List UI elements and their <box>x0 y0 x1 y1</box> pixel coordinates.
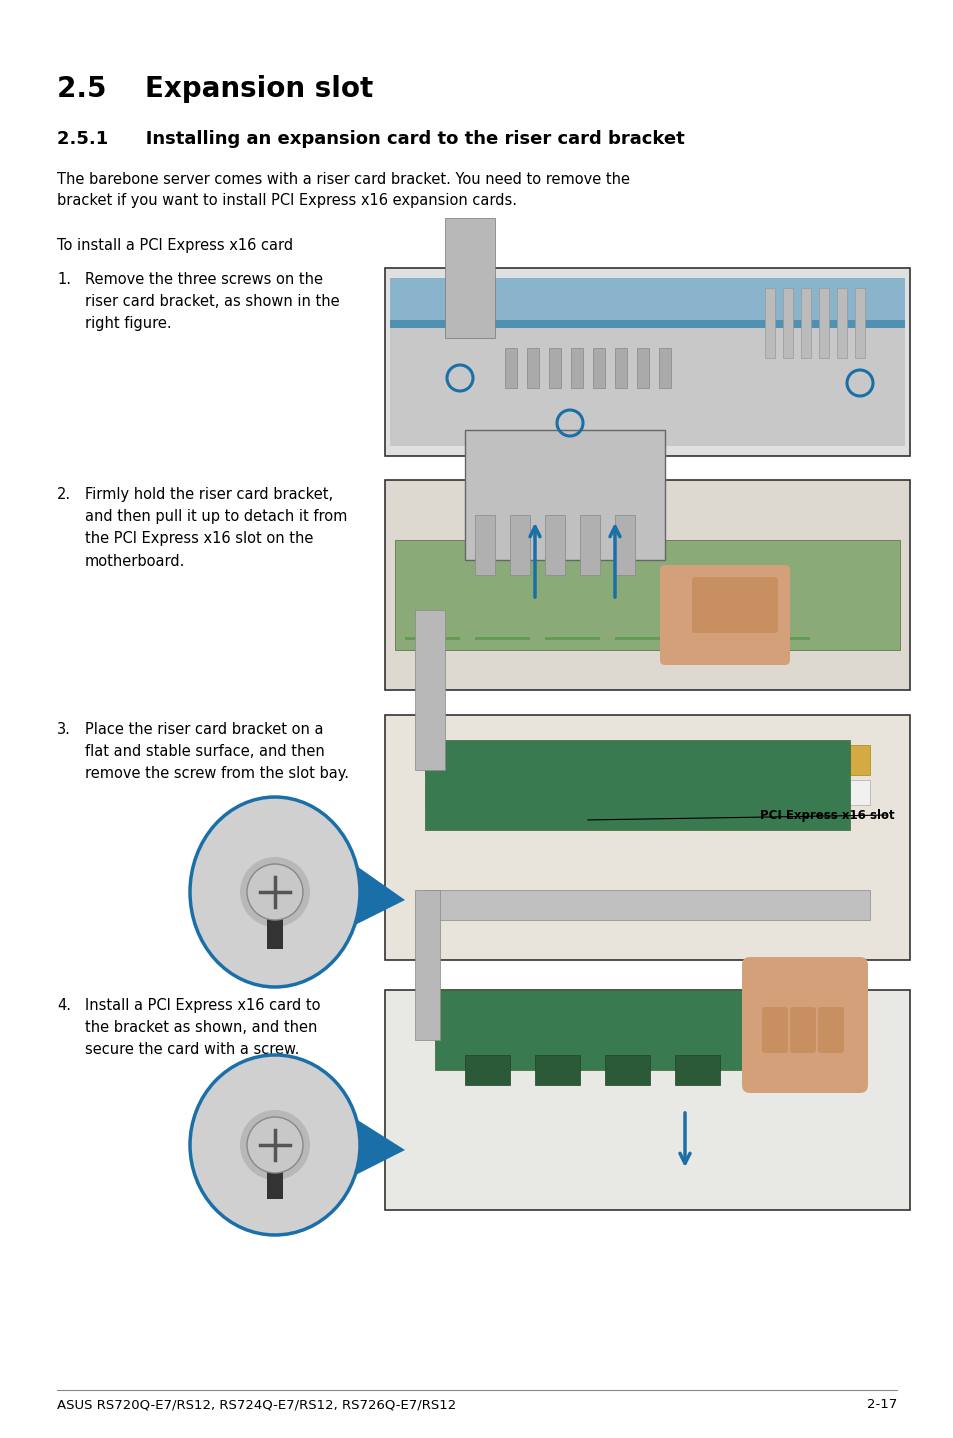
Text: Remove the three screws on the
riser card bracket, as shown in the
right figure.: Remove the three screws on the riser car… <box>85 272 339 331</box>
Bar <box>659 348 670 388</box>
Bar <box>385 989 909 1209</box>
Bar <box>415 610 444 769</box>
Bar <box>390 321 904 328</box>
Bar <box>464 1055 510 1086</box>
Bar <box>675 1055 720 1086</box>
Circle shape <box>240 1110 310 1181</box>
FancyBboxPatch shape <box>691 577 778 633</box>
Text: The barebone server comes with a riser card bracket. You need to remove the
brac: The barebone server comes with a riser c… <box>57 173 629 209</box>
Text: ASUS RS720Q-E7/RS12, RS724Q-E7/RS12, RS726Q-E7/RS12: ASUS RS720Q-E7/RS12, RS724Q-E7/RS12, RS7… <box>57 1398 456 1411</box>
Bar <box>548 348 560 388</box>
Bar <box>424 741 849 830</box>
Text: 4.: 4. <box>57 998 71 1012</box>
Text: 2-17: 2-17 <box>866 1398 896 1411</box>
Bar <box>604 1055 649 1086</box>
Bar <box>510 515 530 575</box>
Bar <box>267 883 283 949</box>
Bar <box>684 637 740 640</box>
Text: 2.: 2. <box>57 487 71 502</box>
FancyBboxPatch shape <box>761 1007 787 1053</box>
Bar <box>444 219 495 338</box>
Bar <box>754 637 809 640</box>
Bar <box>764 288 774 358</box>
Bar <box>390 328 904 446</box>
Bar <box>544 515 564 575</box>
Bar <box>424 890 869 920</box>
FancyBboxPatch shape <box>817 1007 843 1053</box>
Bar <box>637 348 648 388</box>
Text: To install a PCI Express x16 card: To install a PCI Express x16 card <box>57 239 293 253</box>
Bar <box>424 779 869 805</box>
Bar <box>615 348 626 388</box>
Text: Place the riser card bracket on a
flat and stable surface, and then
remove the s: Place the riser card bracket on a flat a… <box>85 722 349 781</box>
Bar <box>801 288 810 358</box>
Text: Install a PCI Express x16 card to
the bracket as shown, and then
secure the card: Install a PCI Express x16 card to the br… <box>85 998 320 1057</box>
Bar <box>415 890 439 1040</box>
Bar <box>579 515 599 575</box>
Text: 2.5    Expansion slot: 2.5 Expansion slot <box>57 75 373 104</box>
Bar <box>593 348 604 388</box>
Ellipse shape <box>190 1055 359 1235</box>
Bar <box>267 1136 283 1199</box>
Bar <box>526 348 538 388</box>
Bar <box>385 267 909 456</box>
Bar <box>385 480 909 690</box>
FancyBboxPatch shape <box>789 1007 815 1053</box>
Bar <box>435 989 859 1070</box>
Bar <box>424 745 869 775</box>
Bar <box>390 278 904 334</box>
Bar <box>464 430 664 559</box>
Text: 2.5.1      Installing an expansion card to the riser card bracket: 2.5.1 Installing an expansion card to th… <box>57 129 684 148</box>
Bar <box>475 515 495 575</box>
Bar <box>504 348 517 388</box>
Text: PCI Express x16 slot: PCI Express x16 slot <box>760 808 894 821</box>
Circle shape <box>247 1117 303 1173</box>
Polygon shape <box>326 1100 405 1191</box>
Bar <box>615 637 669 640</box>
Ellipse shape <box>190 797 359 986</box>
Bar <box>854 288 864 358</box>
FancyBboxPatch shape <box>741 958 867 1093</box>
Bar <box>435 1020 859 1045</box>
Circle shape <box>240 857 310 928</box>
Text: Firmly hold the riser card bracket,
and then pull it up to detach it from
the PC: Firmly hold the riser card bracket, and … <box>85 487 347 568</box>
Text: 3.: 3. <box>57 722 71 738</box>
Bar <box>385 715 909 961</box>
Bar <box>544 637 599 640</box>
Bar <box>615 515 635 575</box>
Bar <box>836 288 846 358</box>
Text: 1.: 1. <box>57 272 71 288</box>
Bar <box>818 288 828 358</box>
Bar <box>395 541 899 650</box>
Bar <box>782 288 792 358</box>
Polygon shape <box>326 844 405 939</box>
Bar <box>535 1055 579 1086</box>
Bar <box>475 637 530 640</box>
Bar <box>405 637 459 640</box>
FancyBboxPatch shape <box>659 565 789 664</box>
Circle shape <box>247 864 303 920</box>
Bar <box>571 348 582 388</box>
